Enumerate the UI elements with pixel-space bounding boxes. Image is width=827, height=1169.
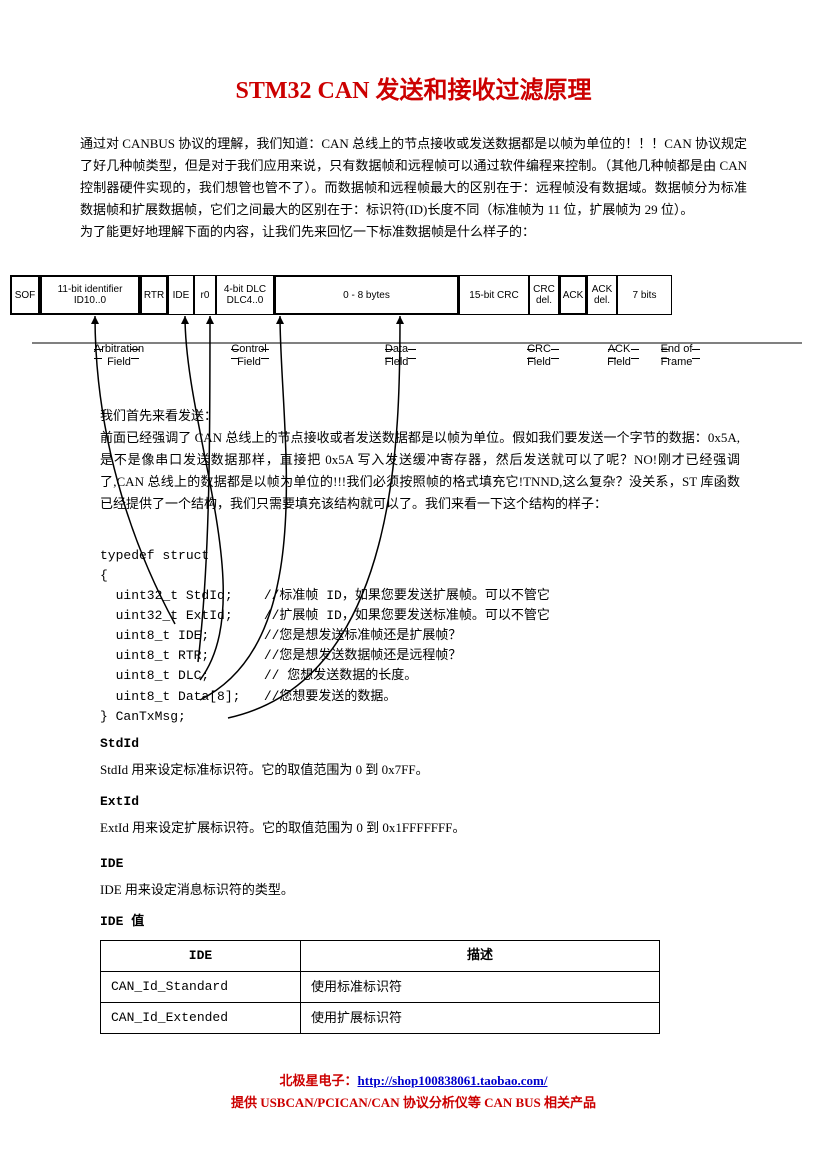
ide-th1: IDE bbox=[101, 940, 301, 971]
frame-cell: 15-bit CRC bbox=[459, 275, 529, 315]
send-p1: 我们首先来看发送： bbox=[100, 405, 740, 427]
frame-label: ControlField bbox=[194, 343, 304, 369]
ide-table: IDE 描述 CAN_Id_Standard 使用标准标识符 CAN_Id_Ex… bbox=[100, 940, 660, 1034]
footer-label: 北极星电子： bbox=[280, 1073, 358, 1088]
frame-cell: CRCdel. bbox=[529, 275, 559, 315]
extid-text: ExtId 用来设定扩展标识符。它的取值范围为 0 到 0x1FFFFFFF。 bbox=[100, 817, 740, 839]
footer-link[interactable]: http://shop100838061.taobao.com/ bbox=[358, 1073, 548, 1088]
frame-cell: 11-bit identifierID10..0 bbox=[40, 275, 140, 315]
frame-cell: 4-bit DLCDLC4..0 bbox=[216, 275, 274, 315]
page-footer: 北极星电子：http://shop100838061.taobao.com/ 提… bbox=[0, 1070, 827, 1114]
table-row: CAN_Id_Standard 使用标准标识符 bbox=[101, 971, 660, 1002]
frame-label: End ofFrame bbox=[649, 343, 704, 369]
frame-cell: SOF bbox=[10, 275, 40, 315]
frame-cell: ACKdel. bbox=[587, 275, 617, 315]
ide-th2: 描述 bbox=[301, 940, 660, 971]
frame-label: ACKField bbox=[589, 343, 649, 369]
table-row: CAN_Id_Extended 使用扩展标识符 bbox=[101, 1002, 660, 1033]
extid-heading: ExtId bbox=[100, 791, 740, 813]
footer-line2: 提供 USBCAN/PCICAN/CAN 协议分析仪等 CAN BUS 相关产品 bbox=[0, 1092, 827, 1114]
ide-heading: IDE bbox=[100, 853, 740, 875]
stdid-heading: StdId bbox=[100, 733, 740, 755]
intro-block: 通过对 CANBUS 协议的理解，我们知道：CAN 总线上的节点接收或发送数据都… bbox=[80, 133, 747, 243]
frame-label: CRCField bbox=[489, 343, 589, 369]
frame-label: ArbitrationField bbox=[44, 343, 194, 369]
stdid-text: StdId 用来设定标准标识符。它的取值范围为 0 到 0x7FF。 bbox=[100, 759, 740, 781]
ide-table-heading: IDE 值 bbox=[100, 911, 740, 933]
frame-cell: r0 bbox=[194, 275, 216, 315]
ide-text: IDE 用来设定消息标识符的类型。 bbox=[100, 879, 740, 901]
page-title: STM32 CAN 发送和接收过滤原理 bbox=[80, 70, 747, 105]
frame-cell: 7 bits bbox=[617, 275, 672, 315]
frame-cell: 0 - 8 bytes bbox=[274, 275, 459, 315]
send-p2: 前面已经强调了 CAN 总线上的节点接收或者发送数据都是以帧为单位。假如我们要发… bbox=[100, 427, 740, 515]
frame-cell: ACK bbox=[559, 275, 587, 315]
can-frame-diagram: SOF11-bit identifierID10..0RTRIDEr04-bit… bbox=[10, 275, 817, 369]
intro-p1: 通过对 CANBUS 协议的理解，我们知道：CAN 总线上的节点接收或发送数据都… bbox=[80, 133, 747, 221]
intro-p2: 为了能更好地理解下面的内容，让我们先来回忆一下标准数据帧是什么样子的： bbox=[80, 221, 747, 243]
frame-label: DataField bbox=[304, 343, 489, 369]
struct-code: typedef struct { uint32_t StdId; //标准帧 I… bbox=[100, 525, 740, 726]
frame-cell: IDE bbox=[168, 275, 194, 315]
frame-cell: RTR bbox=[140, 275, 168, 315]
